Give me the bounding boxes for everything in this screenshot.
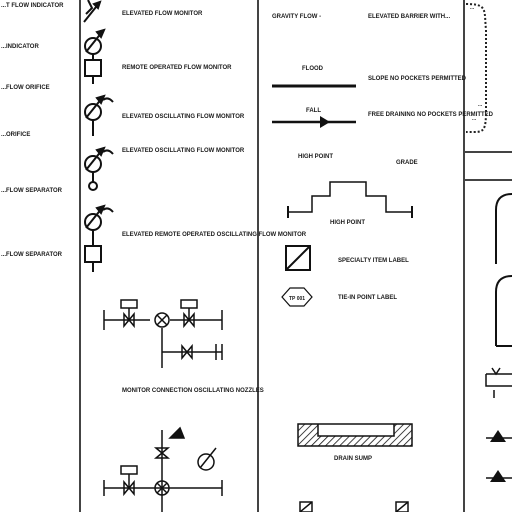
col-d-label-3: ...	[472, 116, 477, 122]
col-b-label-5: ELEVATED REMOTE OPERATED OSCILLATING FLO…	[122, 232, 307, 238]
high-point-header: HIGH POINT	[298, 154, 333, 160]
bottom-tag-icons	[299, 501, 409, 512]
tie-in-point-tag: TP 001	[289, 296, 305, 302]
remote-operated-flow-monitor-symbol	[84, 28, 106, 84]
flood-line-label: FLOOD	[302, 66, 324, 72]
tie-in-point-label: TIE-IN POINT LABEL	[338, 295, 397, 301]
tie-in-point-icon: TP 001	[281, 287, 313, 307]
fall-arrow-icon	[320, 116, 330, 128]
column-a: ...T FLOW INDICATOR ...INDICATOR ...FLOW…	[1, 3, 64, 258]
column-d: ... ... ...	[465, 3, 512, 482]
drain-sump-label: DRAIN SUMP	[334, 456, 372, 462]
misc-symbols	[485, 367, 512, 398]
drain-sump-symbol	[297, 423, 413, 447]
col-a-label-3: ...FLOW ORIFICE	[1, 85, 50, 91]
col-a-label-2: ...INDICATOR	[1, 44, 39, 50]
specialty-item-icon	[285, 245, 311, 271]
high-point-profile	[288, 181, 412, 213]
gravity-flow-label: GRAVITY FLOW -	[272, 14, 321, 20]
grade-header: GRADE	[396, 160, 418, 166]
col-a-label-6: ...FLOW SEPARATOR	[1, 252, 63, 258]
column-b-labels: ELEVATED FLOW MONITOR REMOTE OPERATED FL…	[122, 11, 307, 394]
col-a-label-1: ...T FLOW INDICATOR	[1, 3, 64, 9]
arch-symbols	[495, 193, 512, 347]
col-b-label-4: ELEVATED OSCILLATING FLOW MONITOR	[122, 148, 245, 154]
col-a-label-5: ...FLOW SEPARATOR	[1, 188, 63, 194]
elevated-oscillating-flow-monitor-symbol	[84, 94, 114, 136]
flood-line-description: SLOPE NO POCKETS PERMITTED	[368, 76, 467, 82]
col-b-label-6: MONITOR CONNECTION OSCILLATING NOZZLES	[122, 388, 264, 394]
triangle-marker-2	[490, 470, 506, 482]
col-b-label-2: REMOTE OPERATED FLOW MONITOR	[122, 65, 232, 71]
col-b-label-1: ELEVATED FLOW MONITOR	[122, 11, 203, 17]
elevated-remote-oscillating-monitor-symbol	[84, 204, 114, 272]
elevated-flow-monitor-symbol	[83, 0, 102, 23]
triangle-marker-1	[490, 430, 506, 442]
column-c: GRAVITY FLOW - ELEVATED BARRIER WITH... …	[272, 14, 494, 512]
monitor-valve-station-lower	[103, 426, 223, 512]
col-a-label-4: ...ORIFICE	[1, 132, 30, 138]
fall-line-label: FALL	[306, 108, 321, 114]
column-b	[83, 0, 223, 512]
high-point-label: HIGH POINT	[330, 220, 365, 226]
fall-line-description: FREE DRAINING NO POCKETS PERMITTED	[368, 112, 494, 118]
col-b-label-3: ELEVATED OSCILLATING FLOW MONITOR	[122, 114, 245, 120]
gravity-flow-description: ELEVATED BARRIER WITH...	[368, 14, 450, 20]
col-d-label-2: ...	[478, 102, 483, 108]
monitor-valve-station-upper	[103, 299, 223, 368]
specialty-item-label: SPECIALTY ITEM LABEL	[338, 258, 409, 264]
oscillating-flow-monitor-symbol	[84, 146, 114, 191]
column-dividers	[79, 0, 512, 512]
dotted-boundary-outline	[465, 3, 487, 133]
col-d-label-1: ...	[470, 5, 475, 11]
